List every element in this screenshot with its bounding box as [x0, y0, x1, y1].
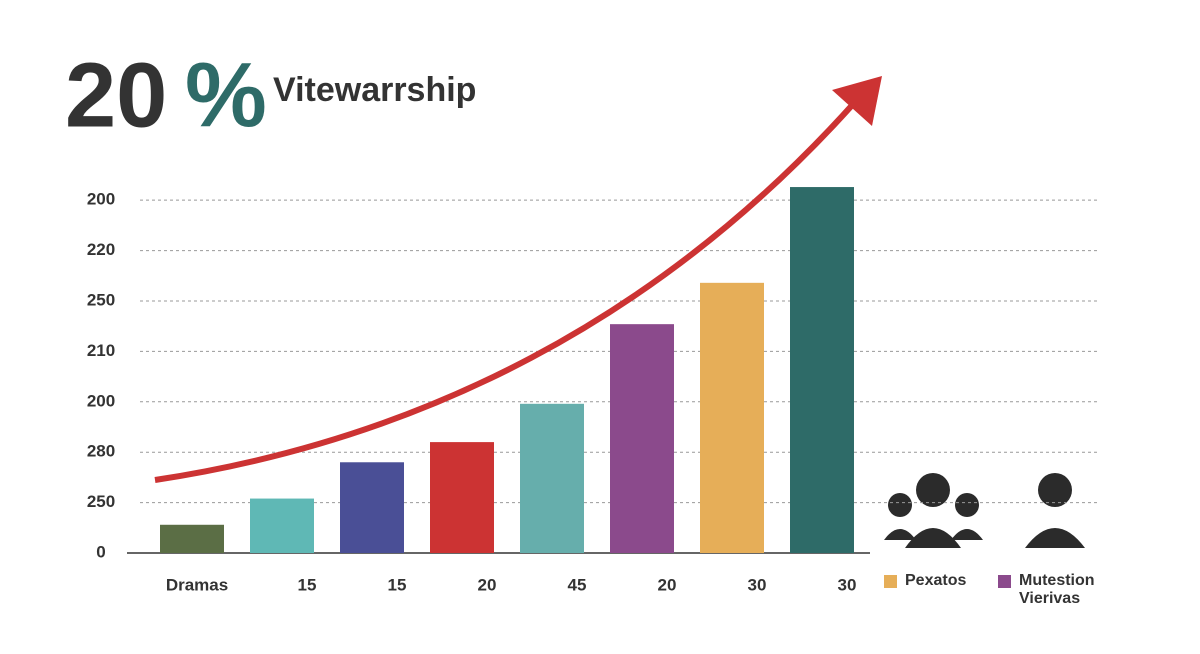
- bar: [700, 282, 764, 553]
- x-tick-label: 30: [748, 575, 767, 594]
- y-tick-label: 280: [87, 442, 115, 461]
- y-tick-label: 250: [87, 492, 115, 511]
- x-tick-label: 30: [838, 575, 857, 594]
- legend-entry: Pexatos: [884, 572, 984, 590]
- bar: [790, 187, 854, 553]
- bar: [610, 324, 674, 553]
- trend-arrow: [154, 99, 858, 483]
- x-tick-label: 45: [568, 575, 587, 594]
- legend-entry: Mutestion Vierivas: [998, 572, 1118, 608]
- y-tick-label: 200: [87, 391, 115, 410]
- bar: [160, 524, 224, 553]
- bar: [340, 462, 404, 553]
- x-tick-label: 15: [298, 575, 317, 594]
- x-tick-label: 20: [478, 575, 497, 594]
- people-icons: [884, 473, 1085, 548]
- y-tick-label: 210: [87, 341, 115, 360]
- bar: [520, 403, 584, 553]
- chart-title: Vitewarrship: [273, 71, 476, 109]
- legend-label: Mutestion Vierivas: [1019, 572, 1095, 607]
- headline-symbol: %: [185, 44, 267, 146]
- bar: [430, 442, 494, 553]
- trend-arrowhead: [832, 76, 882, 126]
- y-tick-label: 250: [87, 290, 115, 309]
- x-tick-label: 20: [658, 575, 677, 594]
- x-tick-label: 15: [388, 575, 407, 594]
- x-tick-label: Dramas: [166, 575, 228, 594]
- y-tick-label: 0: [96, 542, 105, 561]
- legend-swatch: [884, 575, 897, 588]
- y-tick-label: 220: [87, 240, 115, 259]
- y-tick-label: 200: [87, 190, 115, 209]
- legend-swatch: [998, 575, 1011, 588]
- bar: [250, 498, 314, 553]
- legend-label: Pexatos: [905, 572, 967, 589]
- headline-number: 20: [65, 44, 167, 146]
